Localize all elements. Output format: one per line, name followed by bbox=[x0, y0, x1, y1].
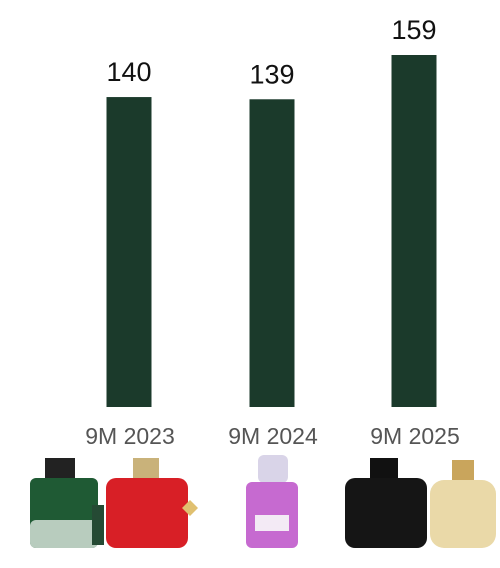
bottle-fade bbox=[30, 520, 98, 548]
value-label: 139 bbox=[249, 59, 294, 89]
bottle-cap bbox=[45, 458, 75, 480]
charm bbox=[182, 500, 198, 516]
bottle bbox=[345, 478, 427, 548]
bottle-cap bbox=[258, 455, 288, 483]
bar bbox=[249, 99, 295, 407]
product-images bbox=[30, 455, 496, 548]
x-tick-label: 9M 2025 bbox=[370, 423, 460, 449]
value-label: 140 bbox=[106, 57, 151, 87]
bar bbox=[391, 55, 437, 407]
value-label: 159 bbox=[391, 15, 436, 45]
bar bbox=[106, 97, 152, 407]
tag bbox=[92, 505, 104, 545]
x-tick-label: 9M 2024 bbox=[228, 423, 318, 449]
label bbox=[255, 515, 289, 531]
bottle-cap bbox=[452, 460, 474, 482]
bottle bbox=[106, 478, 188, 548]
bottle-cap bbox=[133, 458, 159, 480]
x-tick-label: 9M 2023 bbox=[85, 423, 175, 449]
bottle-cap bbox=[370, 458, 398, 480]
bottle bbox=[430, 480, 496, 548]
